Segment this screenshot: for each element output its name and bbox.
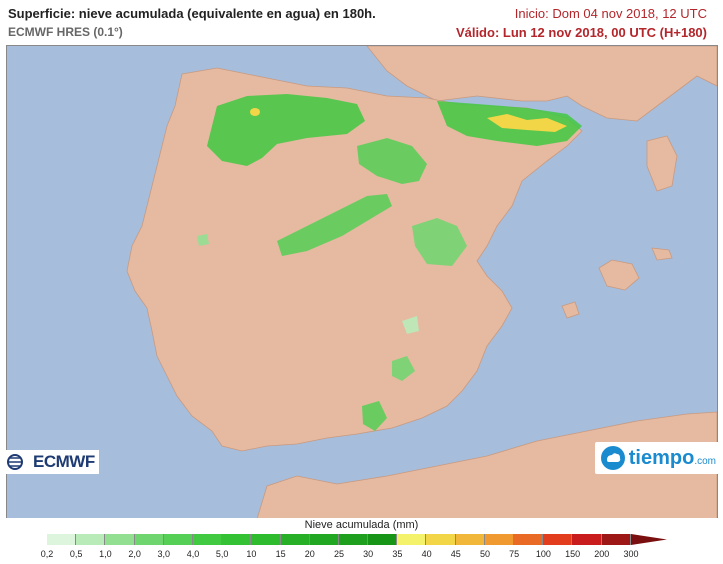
legend-swatch <box>134 534 164 545</box>
ecmwf-logo: ECMWF <box>2 450 99 474</box>
peak-picos <box>250 108 260 116</box>
legend-tick-label: 35 <box>392 549 403 559</box>
legend-tick-label: 5,0 <box>215 549 229 559</box>
legend-swatch <box>163 534 193 545</box>
legend-swatch <box>251 534 281 545</box>
snow-light-1 <box>402 316 419 334</box>
mallorca-land <box>598 259 640 291</box>
legend-tick-label: 200 <box>594 549 610 559</box>
snow-light-2 <box>197 234 209 246</box>
legend-swatch <box>105 534 135 545</box>
map-title: Superficie: nieve acumulada (equivalente… <box>8 6 376 21</box>
legend-swatch <box>484 534 514 545</box>
legend-swatch <box>192 534 223 545</box>
model-label: ECMWF HRES (0.1°) <box>8 25 123 39</box>
legend-tick-label: 45 <box>450 549 461 559</box>
snow-sierra-nevada <box>362 401 387 431</box>
legend-swatch <box>368 534 398 545</box>
legend-swatch <box>222 534 252 545</box>
legend-tick-label: 75 <box>509 549 520 559</box>
france-land <box>366 46 717 122</box>
legend-title: Nieve acumulada (mm) <box>304 519 419 531</box>
snow-cantabrian <box>207 94 365 166</box>
legend-tick-label: 0,2 <box>40 549 54 559</box>
valid-time: Válido: Lun 12 nov 2018, 00 UTC (H+180) <box>455 25 707 40</box>
header: Superficie: nieve acumulada (equivalente… <box>0 0 723 44</box>
legend-swatch <box>426 534 456 545</box>
snow-iberian-north <box>357 138 427 184</box>
legend-swatch <box>338 534 369 545</box>
snow-south-1 <box>392 356 415 381</box>
legend-swatch <box>397 534 427 545</box>
legend-tick-label: 300 <box>623 549 639 559</box>
legend-swatch <box>601 534 631 545</box>
ecmwf-icon <box>7 454 23 470</box>
map-panel <box>6 45 718 520</box>
ibiza-land <box>561 301 580 319</box>
legend-swatch <box>514 534 544 545</box>
legend-tick-label: 25 <box>333 549 345 559</box>
legend-ticks: 0,2 0,5 1,0 2,0 3,0 4,0 5,0 10 15 20 25 30 35 40 45 50 7… <box>0 549 723 562</box>
init-time: Inicio: Dom 04 nov 2018, 12 UTC <box>514 6 707 21</box>
legend-tick-label: 1,0 <box>99 549 112 559</box>
legend-swatch <box>309 534 339 545</box>
legend-tick-label: 4,0 <box>186 549 200 559</box>
legend-tick-label: 15 <box>275 549 286 559</box>
tiempo-logo-text: tiempo <box>628 446 695 469</box>
legend-tick-label: 40 <box>421 549 432 559</box>
sardinia-land <box>646 135 678 192</box>
snow-peaks <box>250 108 567 132</box>
legend-swatch <box>572 534 602 545</box>
legend-tick-label: 3,0 <box>157 549 171 559</box>
legend-tick-label: 0,5 <box>69 549 83 559</box>
tiempo-logo-suffix: .com <box>694 456 716 467</box>
tiempo-logo: tiempo .com <box>594 442 721 474</box>
legend-tick-label: 150 <box>565 549 581 559</box>
menorca-land <box>651 247 673 261</box>
ecmwf-logo-text: ECMWF <box>33 452 95 471</box>
legend-swatch <box>47 534 77 545</box>
legend-colorbar <box>47 534 631 545</box>
map-canvas <box>7 46 717 519</box>
tiempo-icon <box>600 446 625 470</box>
legend-swatch <box>543 534 573 545</box>
snow-iberian-south <box>412 218 467 266</box>
legend-arrow <box>631 534 667 545</box>
legend: Nieve acumulada (mm) 0,2 0,5 1,0 2,0 3,0 4,0 5… <box>0 518 723 564</box>
legend-swatch <box>455 534 485 545</box>
legend-tick-label: 100 <box>535 549 551 559</box>
legend-swatch <box>76 534 106 545</box>
snow-central-system <box>277 194 392 256</box>
legend-tick-label: 30 <box>363 549 374 559</box>
legend-tick-label: 20 <box>304 549 315 559</box>
legend-swatch <box>280 534 310 545</box>
north-africa-land <box>256 411 717 519</box>
legend-tick-label: 50 <box>479 549 491 559</box>
legend-tick-label: 10 <box>246 549 257 559</box>
legend-tick-label: 2,0 <box>128 549 141 559</box>
peak-pyrenees <box>487 114 567 132</box>
